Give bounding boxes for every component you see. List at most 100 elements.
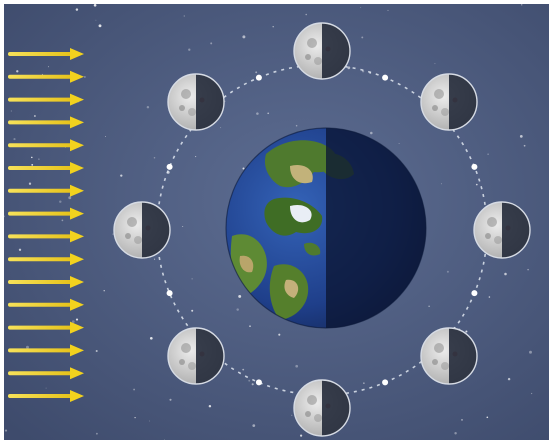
star: [529, 350, 532, 354]
star: [523, 144, 526, 147]
star: [488, 296, 491, 298]
orbit-marker: [166, 290, 173, 297]
star: [360, 6, 362, 8]
star: [475, 183, 478, 186]
star: [95, 19, 97, 21]
star: [134, 416, 136, 419]
star: [272, 25, 274, 28]
star: [13, 138, 16, 141]
star: [208, 404, 212, 408]
star: [295, 364, 299, 368]
star: [249, 325, 251, 327]
star: [195, 156, 197, 158]
star: [291, 414, 293, 416]
star: [278, 333, 281, 336]
star: [370, 131, 373, 135]
star: [38, 158, 40, 160]
star: [428, 305, 430, 307]
star: [220, 127, 222, 129]
star: [133, 388, 136, 391]
star: [361, 36, 364, 39]
sunlight-arrow: [8, 276, 84, 288]
moon-phases-diagram: [4, 4, 549, 440]
sunlight-arrow: [8, 207, 84, 220]
star: [68, 196, 72, 200]
moon-right: [473, 201, 531, 259]
star: [148, 420, 150, 422]
orbit-marker: [166, 163, 173, 170]
star: [454, 431, 457, 435]
star: [434, 63, 436, 65]
star: [255, 71, 258, 74]
star: [191, 278, 193, 280]
star: [236, 308, 239, 311]
star: [487, 153, 489, 155]
star: [242, 35, 246, 39]
diagram-canvas: [4, 4, 549, 440]
moon-bottom: [293, 379, 351, 437]
star: [256, 112, 259, 115]
sunlight-arrow: [8, 321, 84, 334]
star: [75, 8, 79, 11]
star: [149, 336, 153, 340]
star: [295, 124, 298, 127]
star: [461, 419, 463, 421]
star: [251, 383, 254, 386]
star: [18, 248, 22, 251]
star: [47, 66, 50, 68]
sunlight-rays: [8, 48, 84, 402]
star: [61, 219, 64, 222]
star: [33, 115, 36, 117]
star: [440, 183, 442, 185]
star: [75, 318, 79, 321]
sunlight-arrow: [8, 230, 84, 243]
star: [45, 387, 47, 389]
star: [4, 429, 8, 432]
orbit-marker: [255, 379, 262, 386]
star: [105, 136, 107, 138]
orbit-markers: [166, 74, 478, 386]
star: [164, 438, 165, 440]
sunlight-arrow: [8, 116, 84, 129]
sunlight-arrow: [8, 390, 84, 402]
star: [252, 424, 256, 427]
star: [486, 416, 489, 419]
star: [398, 143, 400, 144]
star: [188, 48, 191, 51]
star: [93, 4, 97, 7]
orbit-marker: [471, 290, 478, 297]
star: [71, 320, 75, 323]
sunlight-arrow: [8, 48, 84, 60]
star: [59, 200, 62, 203]
sunlight-arrow: [8, 344, 84, 357]
star: [238, 294, 242, 298]
star: [300, 434, 303, 437]
moon-top-left: [167, 73, 225, 131]
star: [520, 4, 523, 6]
star: [16, 70, 19, 73]
star: [84, 76, 86, 78]
sunlight-arrow: [8, 70, 84, 83]
star: [507, 377, 511, 381]
star: [465, 330, 468, 333]
star: [347, 66, 351, 70]
star: [96, 432, 98, 435]
star: [191, 309, 194, 312]
orbit-marker: [255, 74, 262, 81]
star: [183, 15, 185, 17]
moon-bottom-right: [420, 327, 478, 385]
moon-top: [293, 22, 351, 80]
star: [446, 270, 449, 273]
star: [120, 174, 123, 177]
star: [519, 135, 523, 138]
star: [95, 349, 98, 353]
star: [153, 157, 156, 159]
orbit-marker: [382, 74, 389, 81]
star: [242, 368, 245, 371]
sunlight-arrow: [8, 162, 84, 174]
sunlight-arrow: [8, 139, 84, 152]
sunlight-arrow: [8, 367, 84, 380]
sunlight-arrow: [8, 298, 84, 311]
star: [26, 345, 29, 349]
star: [28, 182, 32, 185]
